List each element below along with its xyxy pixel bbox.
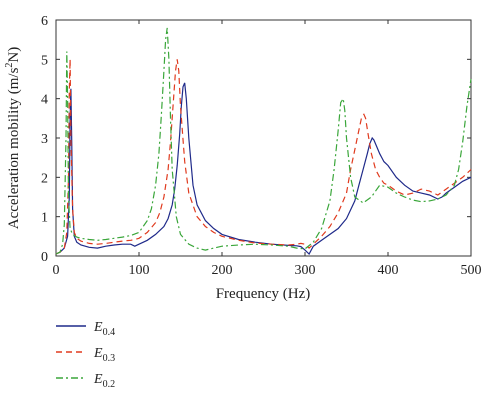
x-tick-label: 0 [53, 263, 60, 278]
y-tick-label: 0 [41, 250, 48, 265]
axis-ticks: 0 100 200 300 400 500 0 1 2 3 4 5 6 [41, 14, 482, 278]
x-tick-label: 500 [461, 263, 482, 278]
legend-label-0.2: E0.2 [93, 372, 115, 390]
series-line-0.4 [55, 82, 472, 255]
y-tick-label: 4 [41, 93, 48, 108]
series-lines [55, 27, 472, 255]
y-axis-label: Acceleration mobility (m/s2N) [4, 47, 22, 229]
y-tick-label: 2 [41, 171, 48, 186]
x-axis-label: Frequency (Hz) [216, 286, 311, 302]
legend: E0.4 E0.3 E0.2 [56, 320, 115, 390]
legend-label-0.4: E0.4 [93, 320, 115, 338]
legend-label-0.3: E0.3 [93, 346, 115, 364]
series-line-0.2 [55, 27, 472, 255]
x-tick-label: 100 [129, 263, 150, 278]
y-tick-label: 5 [41, 53, 48, 68]
x-tick-label: 400 [378, 263, 399, 278]
plot-area [55, 19, 472, 257]
y-tick-label: 1 [41, 211, 48, 226]
y-tick-label: 6 [41, 14, 48, 29]
y-tick-label: 3 [41, 132, 48, 147]
x-tick-label: 300 [295, 263, 316, 278]
x-tick-label: 200 [212, 263, 233, 278]
series-line-0.3 [55, 59, 472, 255]
